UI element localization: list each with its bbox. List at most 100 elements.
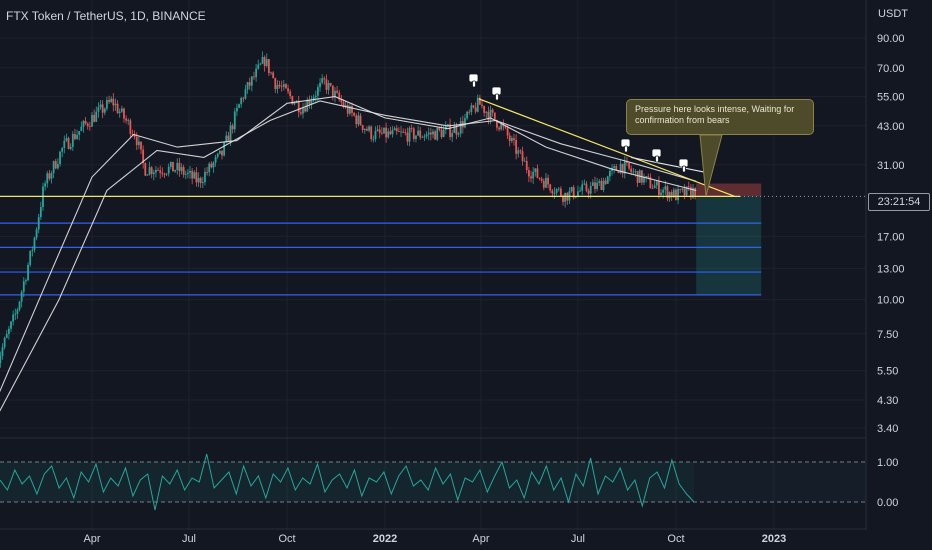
- candle-body: [233, 111, 236, 130]
- y-axis-tick-label: 10.00: [877, 295, 905, 307]
- candle-body: [331, 85, 334, 98]
- candle-body: [536, 168, 539, 178]
- candle-body: [662, 189, 665, 193]
- candle-body: [272, 72, 275, 79]
- candle-body: [246, 82, 249, 90]
- y-axis-tick-label: 4.30: [877, 395, 898, 407]
- y-axis-tick-label: 17.00: [877, 231, 905, 243]
- candle-body: [184, 173, 187, 175]
- candle-body: [368, 126, 370, 131]
- candle-body: [453, 126, 456, 134]
- candle-body: [54, 161, 57, 169]
- candle-body: [683, 188, 686, 196]
- candle-body: [195, 172, 198, 183]
- candle-body: [37, 217, 40, 230]
- candle-body: [481, 104, 483, 106]
- candle-body: [598, 181, 601, 183]
- candle-body: [319, 82, 321, 88]
- candle-body: [110, 98, 113, 102]
- candle-body: [289, 91, 292, 97]
- candle-body: [199, 177, 202, 184]
- candle-body: [336, 90, 338, 93]
- candle-body: [615, 166, 618, 171]
- candle-body: [562, 195, 564, 202]
- candle-body: [150, 167, 153, 175]
- annotation-callout[interactable]: Pressure here looks intense, Waiting for…: [626, 99, 814, 135]
- candle-body: [387, 131, 390, 138]
- candle-body: [270, 72, 272, 74]
- candle-body: [559, 188, 562, 196]
- candle-body: [493, 112, 496, 120]
- candle-body: [525, 160, 528, 171]
- candle-body: [63, 140, 66, 148]
- candle-body: [216, 153, 219, 157]
- candle-body: [340, 99, 343, 103]
- candle-body: [12, 314, 15, 322]
- candle-body: [201, 182, 204, 184]
- grid-lines: [0, 0, 866, 530]
- candle-body: [161, 172, 164, 174]
- candle-body: [65, 138, 68, 141]
- candle-body: [238, 104, 240, 108]
- candle-body: [293, 102, 296, 105]
- thumbs-down-icon: [620, 138, 631, 153]
- y-axis-tick-label: 7.50: [877, 329, 898, 341]
- candle-body: [261, 56, 264, 64]
- candle-body: [5, 333, 8, 338]
- candle-body: [660, 192, 662, 195]
- candle-body: [649, 177, 652, 189]
- candle-body: [197, 177, 200, 183]
- candle-body: [182, 167, 185, 175]
- candle-body: [86, 123, 89, 127]
- candle-body: [101, 104, 104, 113]
- candle-body: [491, 109, 494, 113]
- candle-body: [214, 156, 217, 163]
- candle-body: [585, 183, 588, 191]
- candle-body: [459, 121, 462, 134]
- candle-body: [538, 177, 541, 179]
- candle-body: [1, 347, 4, 356]
- candle-body: [133, 134, 136, 137]
- candle-body: [542, 180, 545, 188]
- candle-body: [106, 100, 108, 109]
- candle-body: [208, 163, 211, 173]
- candle-body: [675, 189, 677, 201]
- candle-body: [440, 129, 443, 138]
- candle-body: [372, 138, 375, 140]
- candle-body: [74, 133, 76, 139]
- candle-body: [3, 337, 6, 348]
- y-axis-tick-label: 43.00: [877, 121, 905, 133]
- candle-body: [366, 128, 368, 131]
- candle-body: [498, 127, 500, 130]
- candle-body: [146, 174, 149, 176]
- candle-body: [163, 173, 166, 175]
- candle-body: [457, 133, 460, 135]
- candle-body: [557, 188, 560, 190]
- x-axis-tick-label: Oct: [278, 533, 295, 545]
- candle-body: [421, 137, 424, 138]
- candle-body: [694, 187, 697, 197]
- candle-body: [225, 135, 228, 143]
- candle-body: [159, 170, 162, 173]
- candle-body: [95, 111, 98, 122]
- candle-body: [487, 111, 490, 121]
- candle-body: [259, 63, 262, 65]
- candle-body: [204, 171, 206, 183]
- candle-body: [127, 120, 130, 122]
- y-axis-tick-label: 55.00: [877, 92, 905, 104]
- candle-body: [374, 130, 377, 139]
- candle-body: [547, 177, 549, 185]
- candle-body: [412, 128, 415, 139]
- descending-trendline: [478, 98, 735, 197]
- candle-body: [0, 355, 2, 364]
- candle-body: [135, 136, 138, 146]
- candle-body: [99, 104, 102, 108]
- candle-body: [193, 172, 196, 179]
- y-axis-tick-label: 3.40: [877, 423, 898, 435]
- candle-body: [317, 87, 319, 96]
- candle-body: [116, 103, 119, 114]
- candle-body: [61, 147, 64, 152]
- oscillator-band: [0, 462, 694, 502]
- candle-body: [84, 120, 87, 124]
